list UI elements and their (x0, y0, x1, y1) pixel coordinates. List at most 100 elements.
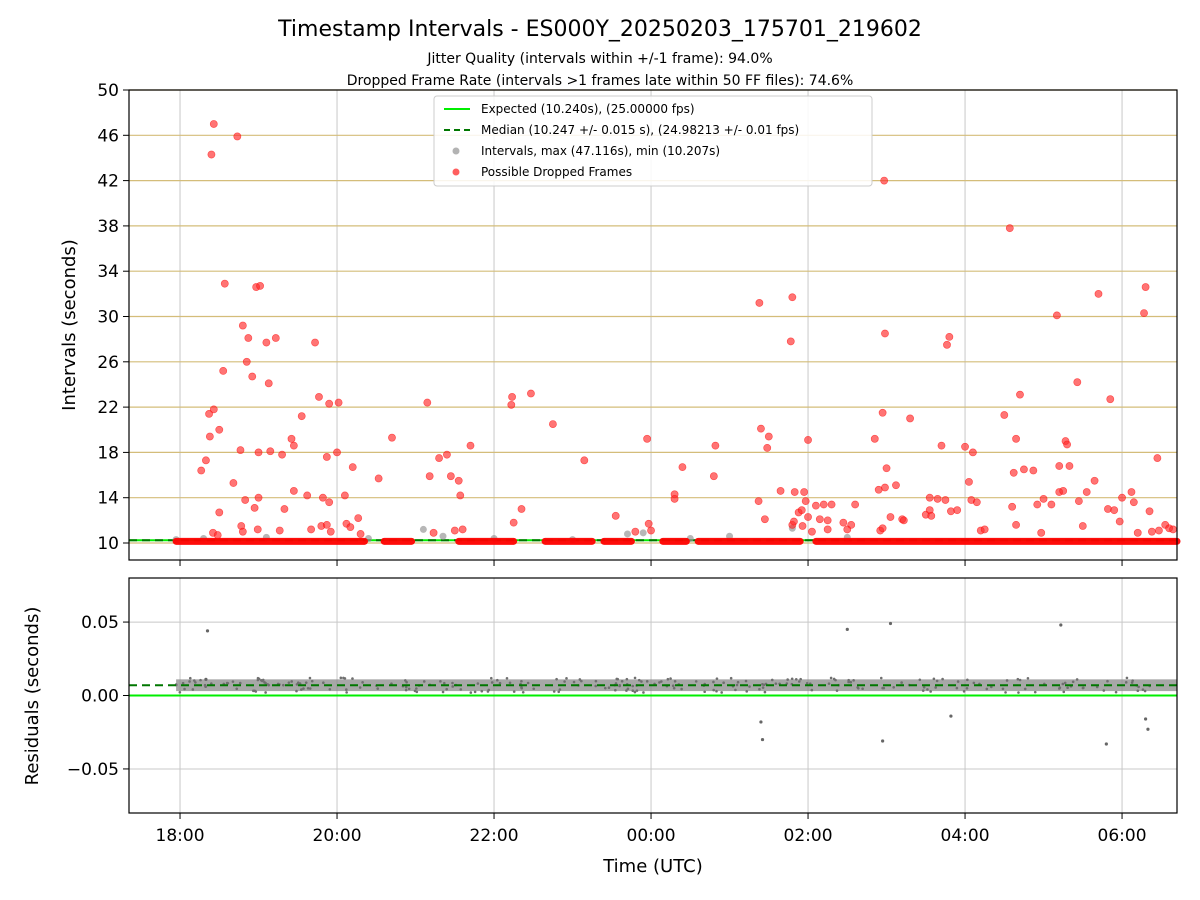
residual-point (192, 679, 196, 682)
dropped-frame-point (941, 496, 950, 504)
dropped-frame-point (961, 442, 969, 451)
dropped-frame-point (899, 516, 908, 525)
residual-point (955, 686, 959, 690)
x-tick-label: 00:00 (627, 826, 676, 846)
dropped-frame-point (233, 132, 242, 141)
dropped-frame-point (219, 366, 228, 375)
residual-point (626, 687, 630, 691)
residual-point (486, 690, 490, 693)
residual-outlier-point (759, 720, 763, 724)
residual-point (625, 689, 628, 692)
residual-point (990, 685, 993, 689)
dropped-frame-point (1055, 462, 1064, 470)
residual-point (748, 685, 751, 688)
dropped-frame-point (334, 398, 343, 407)
dropped-frame-point (209, 405, 218, 414)
dropped-frame-point (886, 513, 895, 521)
residual-point (252, 689, 255, 693)
dropped-frame-point (322, 453, 331, 461)
residual-point (715, 689, 718, 693)
dropped-frame-point (215, 425, 224, 434)
dropped-frame-point (943, 340, 951, 349)
dropped-frame-point (1078, 522, 1087, 530)
bottom-y-tick-label: 0.00 (81, 687, 119, 707)
dropped-frame-point (880, 176, 889, 185)
residual-point (941, 677, 944, 681)
dropped-frame-point (851, 500, 860, 509)
residual-point (745, 690, 749, 693)
dropped-frame-point (209, 120, 218, 128)
top-y-axis-label: Intervals (seconds) (59, 239, 80, 411)
residual-point (703, 690, 706, 694)
dropped-frame-point (275, 526, 284, 535)
residual-point (797, 680, 801, 683)
residual-point (785, 682, 789, 685)
dropped-frame-point (755, 299, 764, 307)
dropped-frame-point (289, 441, 298, 450)
dropped-frame-point (757, 424, 765, 433)
dropped-frame-point (580, 456, 589, 465)
dropped-frame-point (549, 420, 557, 428)
dropped-frame-point (1147, 527, 1156, 536)
dropped-frame-point (953, 506, 962, 515)
residual-point (1106, 679, 1109, 683)
residual-point (496, 678, 499, 682)
residual-point (439, 680, 442, 683)
dropped-frame-point (1090, 476, 1099, 485)
bottom-y-tick-label: −0.05 (67, 760, 119, 780)
residual-point (607, 686, 611, 690)
residual-point (1062, 690, 1066, 694)
dropped-frame-point (643, 434, 652, 443)
dropped-frame-point (527, 389, 535, 398)
dropped-frame-point (241, 496, 250, 504)
dropped-frame-point (325, 399, 334, 408)
dropped-frame-point (346, 523, 355, 532)
residual-point (729, 676, 733, 680)
dropped-frame-point (213, 531, 222, 539)
dropped-frame-point (374, 474, 383, 483)
bottom-y-tick-label: 0.05 (81, 613, 119, 633)
residual-point (304, 681, 308, 684)
dropped-frame-point (804, 513, 812, 521)
residual-point (469, 691, 473, 694)
dropped-frame-point (356, 530, 365, 538)
residual-point (770, 678, 774, 682)
dropped-frame-point (333, 448, 341, 457)
legend-entry-label: Median (10.247 +/- 0.015 s), (24.98213 +… (481, 123, 799, 137)
dropped-frame-point (1012, 520, 1020, 529)
residual-point (1125, 676, 1129, 680)
residual-point (1018, 678, 1022, 682)
residual-point (225, 681, 229, 685)
dropped-frame-point (968, 448, 977, 457)
residuals-panel: 0.05 0.00 −0.05 18:00 20:00 22:00 00:00 02:00 04… (67, 577, 1178, 846)
chart-title: Timestamp Intervals - ES000Y_20250203_17… (277, 17, 922, 42)
residual-point (1066, 686, 1069, 690)
dropped-frame-point (1016, 390, 1024, 399)
legend-entry-label: Intervals, max (47.116s), min (10.207s) (481, 144, 720, 158)
residual-point (498, 681, 502, 685)
residual-point (191, 688, 195, 691)
top-y-tick-label: 30 (97, 308, 119, 328)
residual-point (306, 687, 310, 690)
residual-point (799, 677, 802, 681)
dropped-frame-point (827, 500, 836, 509)
dropped-frame-point (238, 527, 247, 536)
residual-point (761, 686, 765, 689)
x-tick-label: 06:00 (1098, 826, 1147, 846)
residual-point (183, 687, 186, 691)
dropped-frame-point (322, 520, 331, 529)
residual-point (261, 678, 265, 682)
residual-point (616, 677, 620, 681)
dropped-frame-point (220, 279, 229, 288)
residual-point (512, 690, 516, 693)
dropped-frame-point (1037, 528, 1046, 537)
dropped-frame-point (348, 463, 357, 472)
dropped-frame-point (254, 493, 263, 502)
dropped-frame-point (786, 337, 795, 346)
residual-point (900, 681, 903, 684)
dropped-frame-point (790, 488, 799, 496)
dropped-frame-point (1000, 411, 1009, 419)
residual-point (962, 690, 966, 693)
legend-entry-label: Expected (10.240s), (25.00000 fps) (481, 102, 695, 116)
dropped-frame-point (280, 505, 289, 513)
